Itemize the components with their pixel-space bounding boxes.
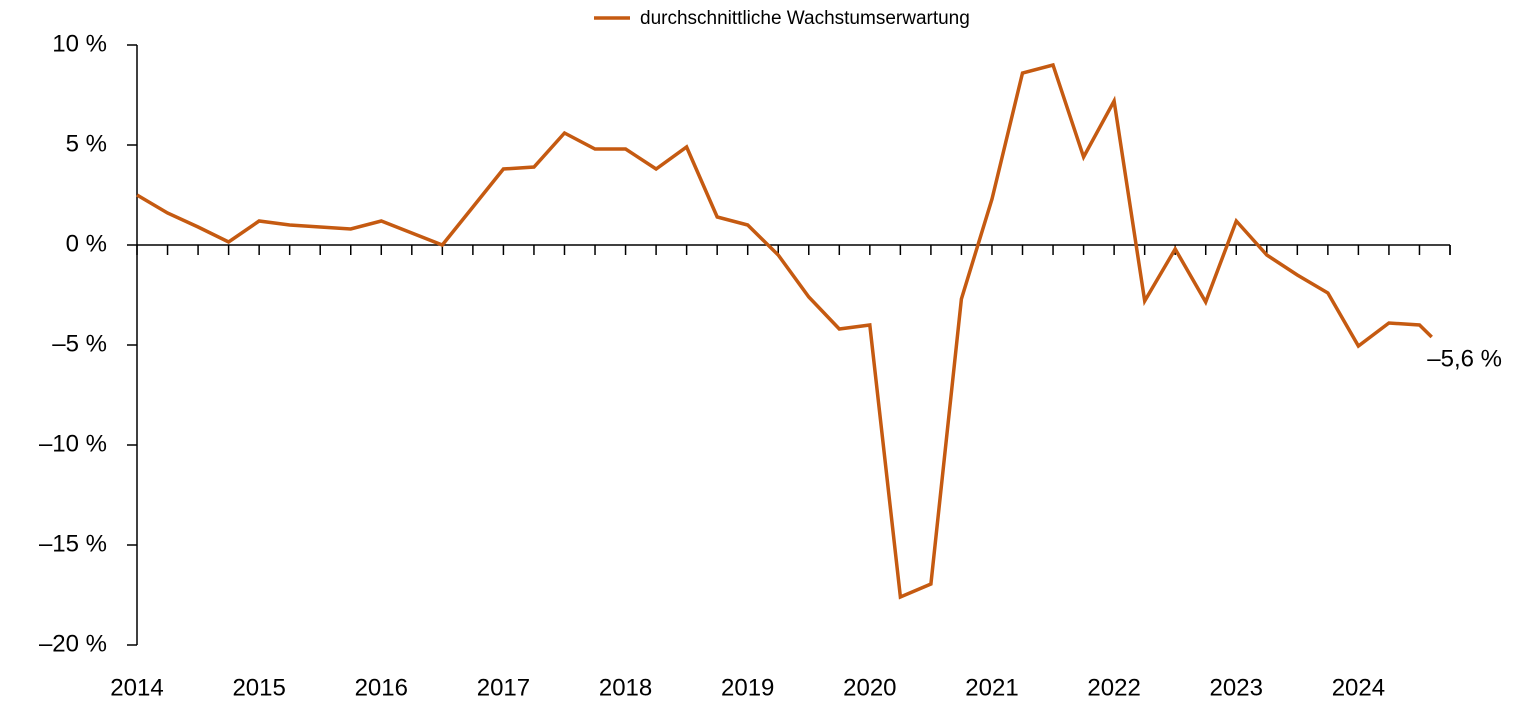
x-tick-label: 2014	[110, 674, 163, 701]
x-tick-label: 2015	[232, 674, 285, 701]
y-tick-label: 10 %	[52, 30, 107, 57]
y-tick-label: –10 %	[39, 430, 107, 457]
y-tick-label: 5 %	[66, 130, 107, 157]
x-tick-label: 2020	[843, 674, 896, 701]
x-tick-label: 2021	[965, 674, 1018, 701]
x-tick-label: 2018	[599, 674, 652, 701]
y-tick-label: –20 %	[39, 630, 107, 657]
x-tick-label: 2024	[1332, 674, 1385, 701]
x-tick-label: 2022	[1087, 674, 1140, 701]
y-tick-label: –5 %	[52, 330, 107, 357]
x-tick-label: 2019	[721, 674, 774, 701]
x-tick-label: 2023	[1210, 674, 1263, 701]
series-line	[136, 62, 1433, 600]
annotation: –5,6 %	[1427, 345, 1502, 372]
x-tick-label: 2017	[477, 674, 530, 701]
y-tick-label: –15 %	[39, 530, 107, 557]
legend-label: durchschnittliche Wachstumserwartung	[640, 8, 970, 29]
y-tick-label: 0 %	[66, 230, 107, 257]
x-tick-label: 2016	[355, 674, 408, 701]
